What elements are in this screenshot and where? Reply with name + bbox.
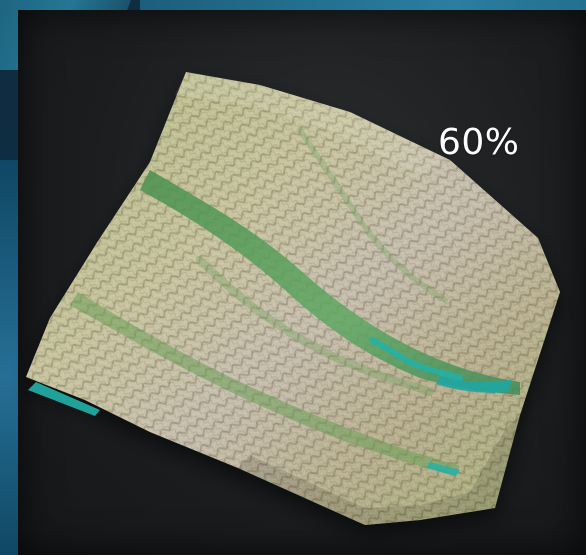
tributary-valley — [297, 127, 448, 303]
main-valley — [140, 170, 520, 395]
water-stream — [369, 337, 463, 381]
decorative-left-edge — [0, 160, 22, 555]
percent-label: 60% — [438, 122, 520, 163]
terrain-highlight — [175, 72, 450, 176]
water-pool — [436, 376, 512, 393]
terrain-shadow — [238, 415, 520, 525]
decorative-top-strip — [140, 0, 586, 10]
water-edge — [426, 462, 460, 476]
water-edge — [28, 382, 100, 416]
tributary-valley — [196, 256, 434, 396]
lower-valley — [70, 292, 460, 476]
